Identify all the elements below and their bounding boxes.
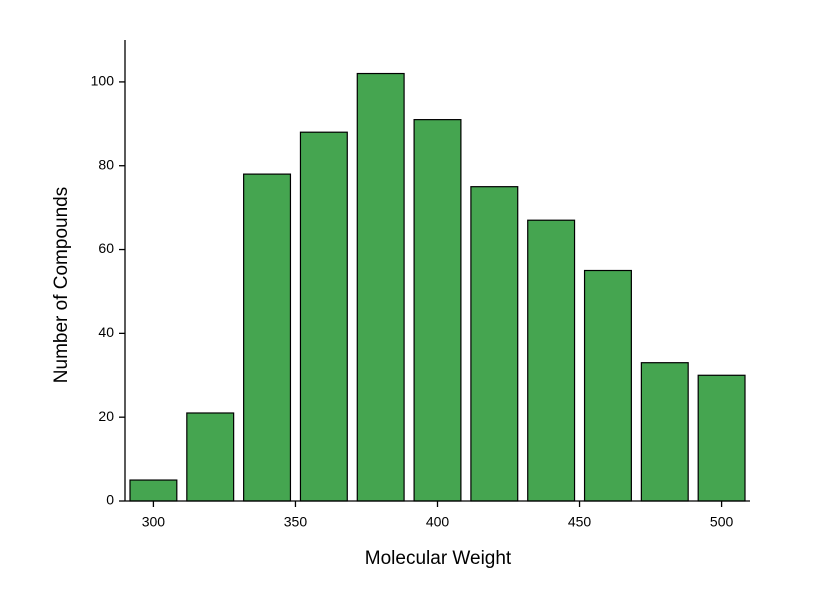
bar — [527, 219, 576, 502]
x-axis-title: Molecular Weight — [365, 548, 512, 569]
y-tick-label: 40 — [98, 324, 114, 340]
bar — [299, 131, 348, 502]
x-tick-label: 300 — [142, 514, 166, 530]
y-tick-label: 100 — [91, 73, 115, 89]
bar — [186, 412, 235, 502]
bar — [583, 269, 632, 502]
x-tick-label: 500 — [710, 514, 734, 530]
bar — [356, 72, 405, 502]
y-tick-label: 60 — [98, 240, 114, 256]
bar — [129, 479, 178, 502]
bar — [697, 374, 746, 502]
y-tick-label: 20 — [98, 408, 114, 424]
y-tick-label: 0 — [106, 492, 114, 508]
bar — [640, 362, 689, 502]
x-tick-label: 450 — [568, 514, 592, 530]
x-tick-label: 350 — [284, 514, 308, 530]
bar — [413, 119, 462, 502]
y-tick-label: 80 — [98, 156, 114, 172]
bar — [243, 173, 292, 502]
x-tick-label: 400 — [426, 514, 450, 530]
y-axis-title: Number of Compounds — [51, 187, 72, 383]
bar — [470, 186, 519, 502]
